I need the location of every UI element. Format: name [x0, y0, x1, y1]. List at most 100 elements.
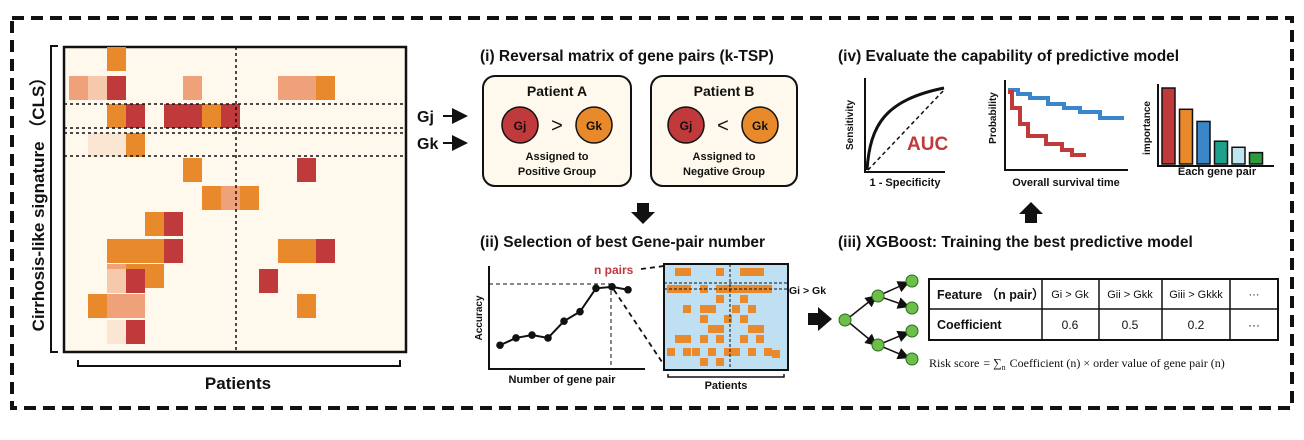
matrix-cell: [708, 325, 716, 333]
risk-score-formula: Risk score = ∑n Coefficient (n) × order va…: [929, 356, 1225, 372]
tree-node: [905, 274, 919, 288]
heatmap-cell: [107, 239, 126, 263]
matrix-cell: [740, 335, 748, 343]
matrix-cell: [708, 305, 716, 313]
accuracy-chart: Accuracy Number of gene pair n pairs: [474, 263, 645, 386]
matrix-cell: [756, 335, 764, 343]
heatmap-cell: [126, 133, 145, 157]
survival-ylabel: Probability: [988, 92, 999, 144]
importance-chart: importance Each gene pair: [1142, 84, 1274, 178]
panel-ii-title: (ii) Selection of best Gene-pair number: [480, 234, 765, 251]
heatmap-cell: [202, 186, 221, 210]
heatmap-cell: [126, 294, 145, 318]
gene-node-gk: [741, 106, 779, 144]
importance-ylabel: importance: [1142, 101, 1153, 155]
heatmap-cell: [297, 158, 316, 182]
heatmap-cell: [126, 104, 145, 128]
matrix-cell: [667, 348, 675, 356]
tree-node: [905, 301, 919, 315]
gene-node-gk: [575, 106, 613, 144]
xgboost-tree: [838, 274, 919, 366]
n-pairs-label: n pairs: [594, 263, 634, 277]
heatmap-cell: [259, 269, 278, 293]
survival-chart: Probability Overall survival time: [988, 80, 1128, 189]
table-header-cell: Giii > Gkkk: [1169, 289, 1223, 301]
x-axis-label: Patients: [205, 374, 271, 393]
accuracy-point: [624, 285, 632, 294]
patient-a-title: Patient A: [527, 83, 587, 99]
arrow-up-icon: [1019, 202, 1043, 223]
left-heatmap: [62, 45, 408, 354]
y-axis-label: Cirrhosis-like signature （CLS）: [28, 69, 48, 332]
matrix-cell: [732, 348, 740, 356]
heatmap-cell: [107, 76, 126, 100]
matrix-cell: [683, 268, 691, 276]
heatmap-cell: [221, 186, 240, 210]
accuracy-point: [560, 317, 568, 325]
heatmap-cell: [145, 239, 164, 263]
accuracy-point: [544, 334, 552, 342]
gene-node-gj-label: Gj: [680, 119, 693, 133]
matrix-cell: [683, 335, 691, 343]
heatmap-cell: [316, 76, 335, 100]
heatmap-cell: [297, 76, 316, 100]
heatmap-cell: [183, 76, 202, 100]
zoom-line-top: [640, 265, 665, 270]
matrix-cell: [748, 268, 756, 276]
matrix-cell: [748, 348, 756, 356]
gene-node-gk-label: Gk: [752, 119, 768, 133]
accuracy-point: [608, 283, 616, 291]
patient-a-caption-1: Assigned to: [526, 151, 589, 163]
importance-bar: [1248, 151, 1264, 165]
table-header-feature: Feature （n pair）: [937, 287, 1045, 302]
panel-iii-title: (iii) XGBoost: Training the best predict…: [838, 234, 1193, 251]
patient-b-box: Patient B Gj < Gk Assigned to Negative G…: [650, 75, 798, 187]
importance-bars: [1161, 87, 1264, 165]
table-header-cell: ···: [1249, 289, 1260, 301]
comparison-less: <: [717, 115, 729, 137]
heatmap-cell: [107, 269, 126, 293]
heatmap-cell: [107, 294, 126, 318]
heatmap-cell: [183, 104, 202, 128]
comparison-greater: >: [551, 115, 563, 137]
matrix-cell: [756, 268, 764, 276]
pair-label: Gi > Gk: [789, 285, 826, 297]
patient-b-title: Patient B: [694, 83, 755, 99]
heatmap-cell: [69, 76, 88, 100]
matrix-cell: [764, 285, 772, 293]
matrix-cell: [692, 348, 700, 356]
table-row-label: Coefficient: [937, 318, 1002, 332]
survival-curve-low: [1008, 90, 1086, 157]
matrix-cell: [683, 348, 691, 356]
accuracy-point: [576, 307, 584, 316]
panel-i-title: (i) Reversal matrix of gene pairs (k-TSP…: [480, 48, 774, 65]
matrix-cell: [732, 305, 740, 313]
importance-bar: [1213, 140, 1229, 165]
matrix-cell: [748, 305, 756, 313]
heatmap-cells: [69, 47, 335, 344]
heatmap-cell: [164, 104, 183, 128]
accuracy-point: [512, 334, 520, 342]
heatmap-cell: [145, 212, 164, 236]
matrix-cell: [716, 268, 724, 276]
gene-node-gj-label: Gj: [514, 119, 527, 133]
heatmap-cell: [202, 104, 221, 128]
importance-bar: [1231, 146, 1246, 165]
table-cell: 0.2: [1188, 318, 1205, 332]
heatmap-cell: [126, 269, 145, 293]
table-cell: 0.5: [1122, 318, 1139, 332]
tree-node: [838, 313, 852, 327]
table-cell: ···: [1248, 318, 1260, 332]
roc-axes: [864, 78, 945, 173]
accuracy-point: [496, 341, 504, 350]
tree-node: [871, 289, 885, 303]
matrix-cell: [700, 335, 708, 343]
matrix-bracket: [667, 374, 785, 378]
heatmap-cell: [107, 104, 126, 128]
coefficient-table: Feature （n pair） Gi > Gk Gii > Gkk Giii …: [928, 278, 1279, 341]
heatmap-cell: [297, 239, 316, 263]
accuracy-point: [592, 284, 600, 293]
matrix-cell: [716, 295, 724, 303]
patient-b-caption-1: Assigned to: [693, 151, 756, 163]
